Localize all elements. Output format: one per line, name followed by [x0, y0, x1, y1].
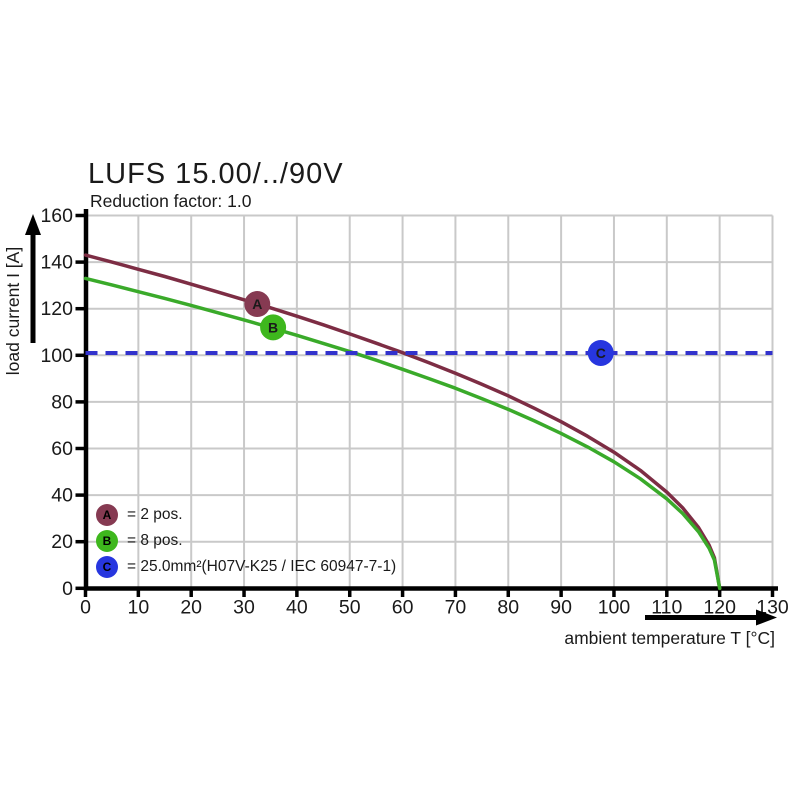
- x-tick-label: 40: [286, 597, 308, 619]
- x-tick-label: 120: [703, 597, 736, 619]
- x-tick-label: 100: [598, 597, 631, 619]
- legend-row-b: B = 8 pos.: [96, 528, 396, 554]
- chart-title: LUFS 15.00/../90V: [88, 158, 344, 190]
- marker-letter-C: C: [596, 345, 606, 361]
- x-tick-label: 90: [550, 597, 572, 619]
- legend-marker-c-icon: C: [96, 556, 118, 578]
- marker-letter-B: B: [268, 319, 278, 335]
- marker-A-icon: [244, 291, 271, 318]
- y-tick-label: 80: [51, 391, 73, 413]
- y-tick-label: 160: [40, 205, 73, 227]
- y-tick-label: 120: [40, 298, 73, 320]
- y-tick-label: 100: [40, 345, 73, 367]
- x-tick-label: 20: [180, 597, 202, 619]
- legend-marker-a-icon: A: [96, 504, 118, 526]
- x-tick-label: 110: [651, 597, 682, 619]
- marker-letter-A: A: [252, 296, 262, 312]
- x-tick-label: 50: [339, 597, 361, 619]
- x-tick-label: 30: [233, 597, 255, 619]
- legend-label-c: = 25.0mm²(H07V-K25 / IEC 60947-7-1): [127, 558, 397, 575]
- x-tick-label: 0: [80, 597, 91, 619]
- y-tick-label: 60: [51, 438, 73, 460]
- y-tick-label: 140: [40, 252, 73, 274]
- legend-label-a: = 2 pos.: [127, 506, 183, 523]
- marker-C-icon: [587, 339, 614, 366]
- legend-row-c: C = 25.0mm²(H07V-K25 / IEC 60947-7-1): [96, 554, 396, 580]
- chart-subtitle: Reduction factor: 1.0: [90, 191, 252, 211]
- y-axis-arrowhead-icon: [25, 214, 41, 235]
- y-tick-label: 40: [51, 485, 73, 507]
- legend-row-a: A = 2 pos.: [96, 502, 396, 528]
- x-tick-label: 10: [127, 597, 149, 619]
- legend-marker-b-icon: B: [96, 530, 118, 552]
- y-tick-label: 20: [51, 531, 73, 553]
- x-axis-arrowhead-icon: [756, 609, 777, 626]
- x-tick-label: 60: [392, 597, 414, 619]
- y-tick-label: 0: [62, 578, 73, 600]
- x-axis-label: ambient temperature T [°C]: [564, 628, 775, 648]
- curve-A: [83, 253, 722, 591]
- x-tick-label: 70: [445, 597, 467, 619]
- curve-B: [83, 276, 722, 591]
- y-axis-label: load current I [A]: [3, 246, 23, 376]
- legend: A = 2 pos. B = 8 pos. C = 25.0mm²(H07V-K…: [96, 502, 396, 580]
- x-tick-label: 80: [497, 597, 519, 619]
- legend-label-b: = 8 pos.: [127, 532, 183, 549]
- marker-B-icon: [260, 314, 287, 341]
